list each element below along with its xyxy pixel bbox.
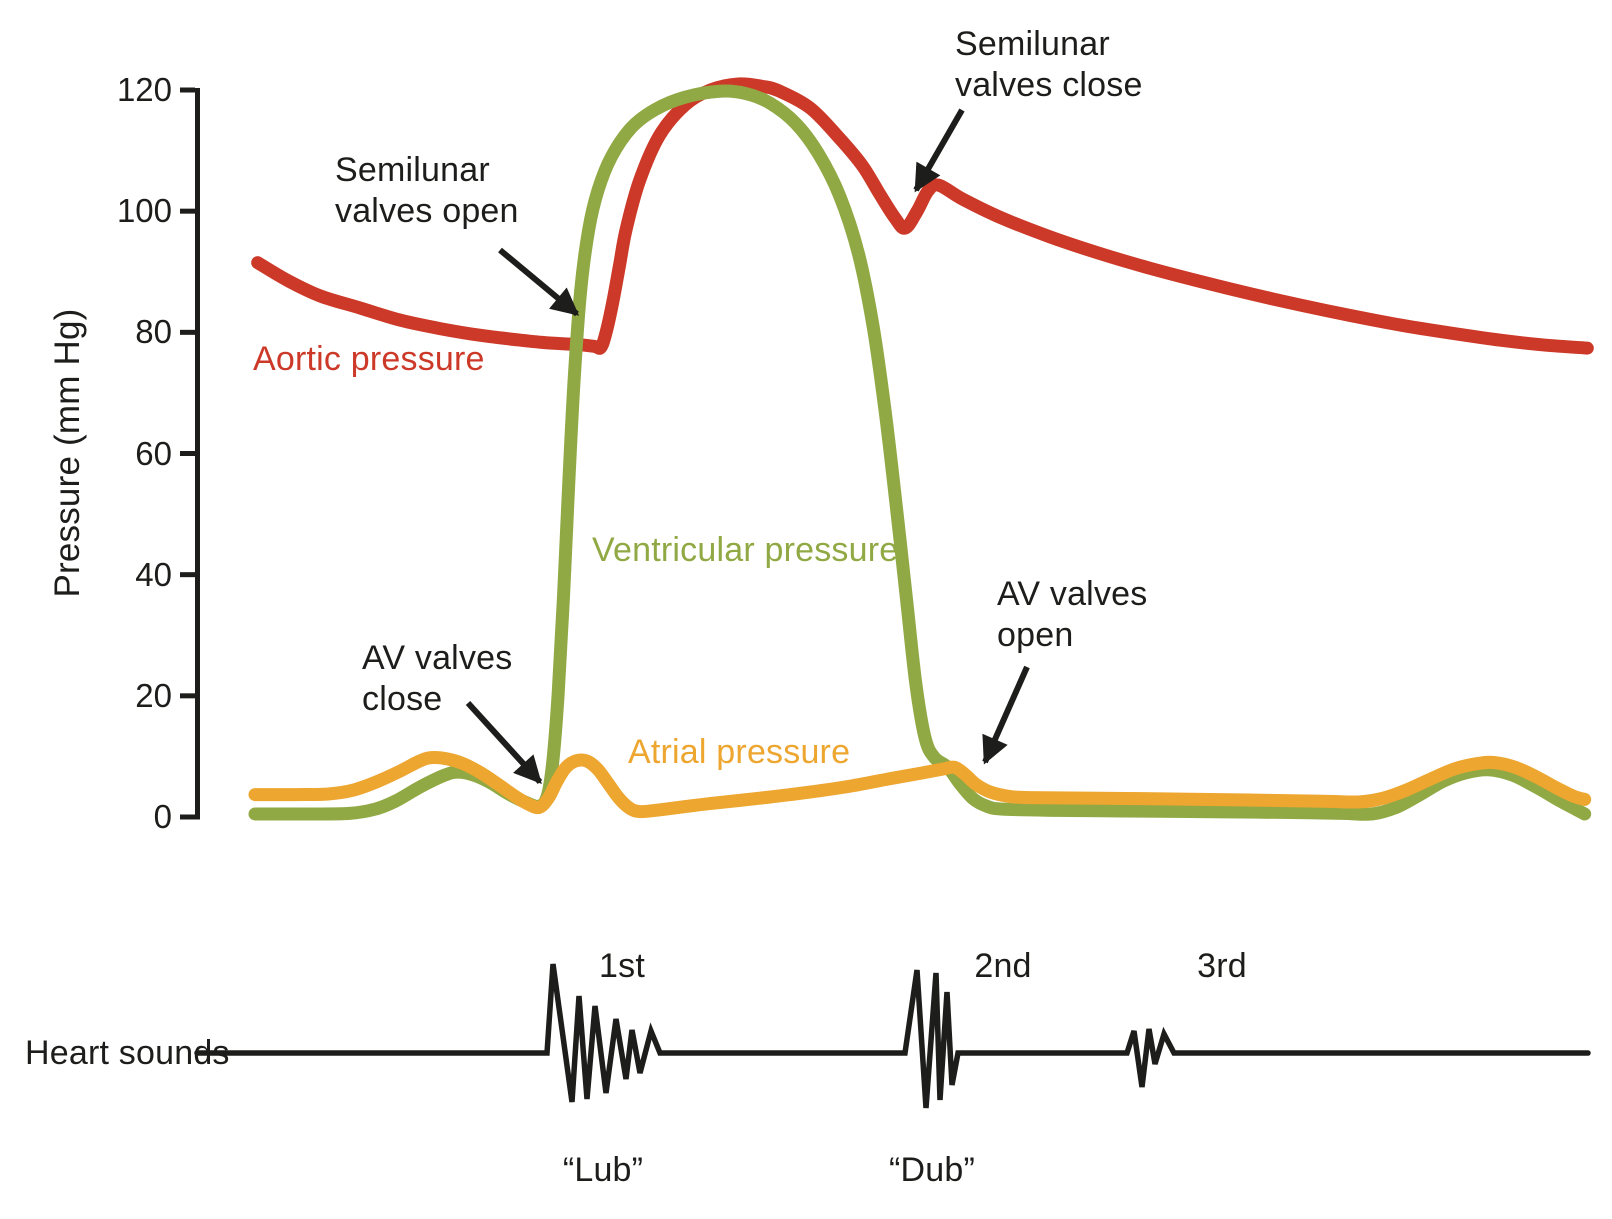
y-tick-label-60: 60 [135,434,172,472]
heart-sounds-label: Heart sounds [25,1034,230,1072]
heart-sounds-waveform [194,963,1591,1109]
annotation-av-valves-close: AV valves close [362,639,513,718]
arrow-av-open [982,665,1030,765]
dub-sound-label: “Dub” [888,1151,976,1189]
y-tick-label-80: 80 [135,313,172,351]
annotation-semilunar-valves-close: Semilunar valves close [955,25,1143,104]
atrial-pressure-label: Atrial pressure [628,733,851,771]
ventricular-pressure-label: Ventricular pressure [592,531,899,569]
y-tick-label-120: 120 [116,71,172,108]
arrow-av-close [465,700,543,785]
aortic-pressure-curve [251,77,1594,355]
lub-sound-label: “Lub” [562,1151,644,1189]
y-tick-label-0: 0 [153,798,172,835]
aortic-pressure-label: Aortic pressure [253,340,485,378]
y-tick-label-20: 20 [135,676,172,714]
y-tick-label-40: 40 [135,555,172,593]
annotation-semilunar-valves-open: Semilunar valves open [335,151,519,230]
third-heart-sound-label: 3rd [1197,947,1247,985]
atrial-pressure-curve [248,751,1592,819]
second-heart-sound-label: 2nd [974,947,1032,985]
arrow-semilunar-open [498,247,580,317]
arrow-semilunar-close [913,108,965,193]
y-tick-label-100: 100 [116,192,172,230]
first-heart-sound-label: 1st [599,947,645,985]
annotation-av-valves-open: AV valves open [997,575,1148,654]
